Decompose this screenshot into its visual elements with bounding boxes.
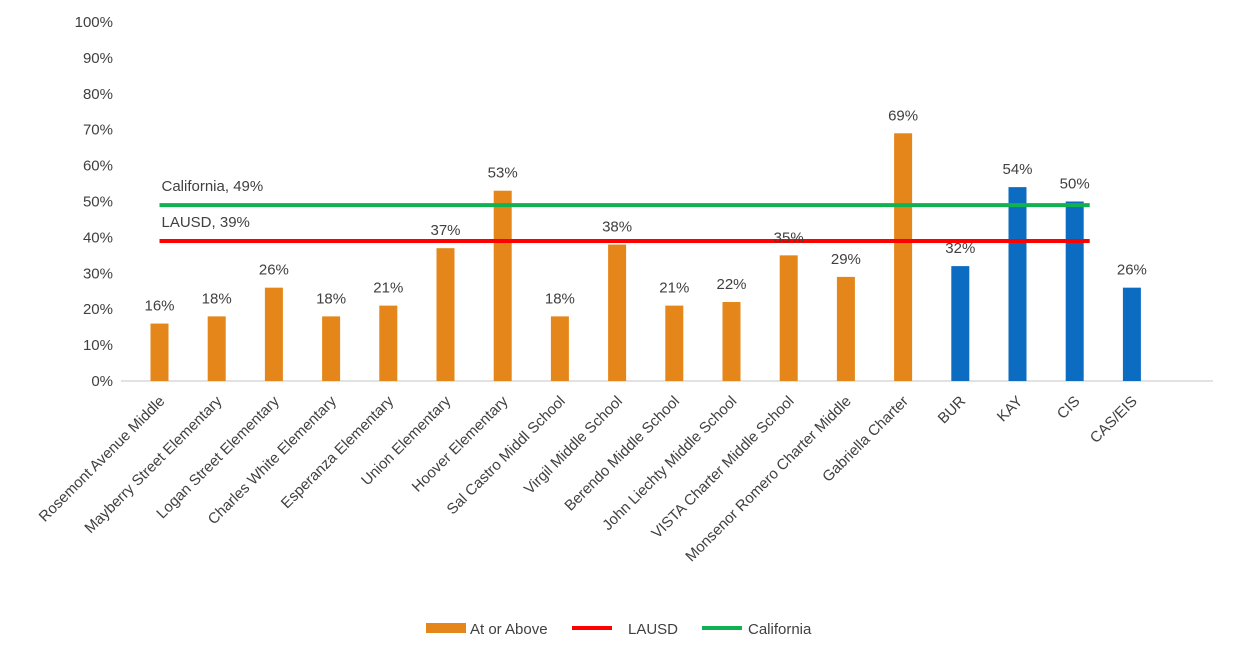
reference-line-label-lausd: LAUSD, 39%	[162, 214, 250, 231]
category-label: Berendo Middle School	[561, 393, 683, 515]
data-label: 54%	[1002, 161, 1032, 178]
y-tick-label: 0%	[91, 373, 113, 390]
y-tick-label: 10%	[83, 337, 113, 354]
data-label: 26%	[259, 262, 289, 279]
category-label: KAY	[994, 393, 1026, 425]
data-label: 35%	[774, 229, 804, 246]
data-label: 18%	[202, 290, 232, 307]
y-tick-label: 40%	[83, 229, 113, 246]
category-label: Esperanza Elementary	[278, 392, 398, 512]
category-label: CIS	[1054, 393, 1084, 423]
data-label: 18%	[316, 290, 346, 307]
data-label: 22%	[716, 276, 746, 293]
bar	[150, 323, 169, 381]
data-label: 16%	[144, 298, 174, 315]
y-tick-label: 80%	[83, 86, 113, 103]
bar	[207, 316, 226, 381]
bar	[894, 133, 913, 381]
bar	[1008, 187, 1027, 381]
y-tick-label: 30%	[83, 265, 113, 282]
bar	[264, 287, 283, 381]
bar	[550, 316, 569, 381]
reference-line-label-california: California, 49%	[162, 178, 264, 195]
data-labels-group: 16% 18% 26% 18% 21% 37% 53% 18% 38% 21% 22% 35% 29% 6…	[144, 107, 1146, 314]
bar	[608, 244, 627, 381]
reference-lines: LAUSD, 39% California, 49%	[159, 178, 1090, 243]
bars-group	[150, 133, 1141, 381]
legend-label-lausd: LAUSD	[628, 621, 678, 638]
data-label: 21%	[373, 280, 403, 297]
data-label: 37%	[430, 222, 460, 239]
y-tick-label: 50%	[83, 194, 113, 211]
y-tick-label: 60%	[83, 158, 113, 175]
data-label: 50%	[1060, 176, 1090, 193]
data-label: 21%	[659, 280, 689, 297]
bar	[836, 276, 855, 381]
data-label: 29%	[831, 251, 861, 268]
y-tick-label: 20%	[83, 301, 113, 318]
data-label: 53%	[488, 165, 518, 182]
y-tick-label: 70%	[83, 122, 113, 139]
bar	[665, 305, 684, 381]
category-label: Virgil Middle School	[521, 393, 626, 498]
legend-label-california: California	[748, 621, 812, 638]
bar	[322, 316, 341, 381]
bar	[951, 266, 970, 381]
y-tick-label: 90%	[83, 50, 113, 67]
data-label: 26%	[1117, 262, 1147, 279]
legend: At or Above LAUSD California	[426, 621, 812, 638]
bar	[1065, 201, 1084, 381]
y-tick-label: 100%	[75, 14, 113, 31]
bar	[379, 305, 398, 381]
category-label: Hoover Elementary	[409, 392, 512, 495]
data-label: 32%	[945, 240, 975, 257]
bar	[1122, 287, 1141, 381]
data-label: 38%	[602, 219, 632, 236]
bar	[436, 248, 455, 381]
category-label: BUR	[935, 393, 970, 428]
bar	[493, 190, 512, 381]
legend-label-at-or-above: At or Above	[470, 621, 548, 638]
data-label: 18%	[545, 290, 575, 307]
bar	[779, 255, 798, 381]
data-label: 69%	[888, 107, 918, 124]
y-axis-ticks: 0% 10% 20% 30% 40% 50% 60% 70% 80% 90% 100%	[75, 14, 113, 390]
legend-swatch-at-or-above	[426, 623, 466, 633]
category-label: CAS/EIS	[1087, 393, 1141, 447]
bar	[722, 302, 741, 381]
